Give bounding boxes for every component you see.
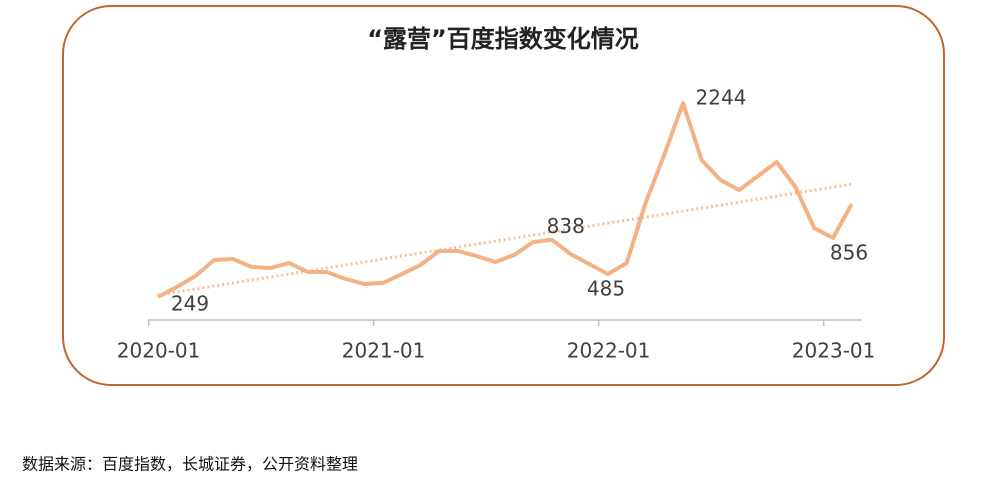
data-label: 485 [587,277,625,301]
x-tick-label: 2022-01 [567,339,651,363]
data-label: 249 [171,292,209,316]
trend-line [157,182,852,297]
x-tick-label: 2023-01 [792,339,876,363]
x-tick-label: 2020-01 [117,339,201,363]
data-label: 838 [547,214,585,238]
chart-title: “露营”百度指数变化情况 [367,25,639,53]
data-label: 856 [830,240,868,264]
x-tick-label: 2021-01 [342,339,426,363]
data-label: 2244 [696,86,747,110]
chart-frame [62,5,945,386]
data-line [157,101,854,299]
source-note: 数据来源：百度指数，长城证券，公开资料整理 [22,455,358,474]
